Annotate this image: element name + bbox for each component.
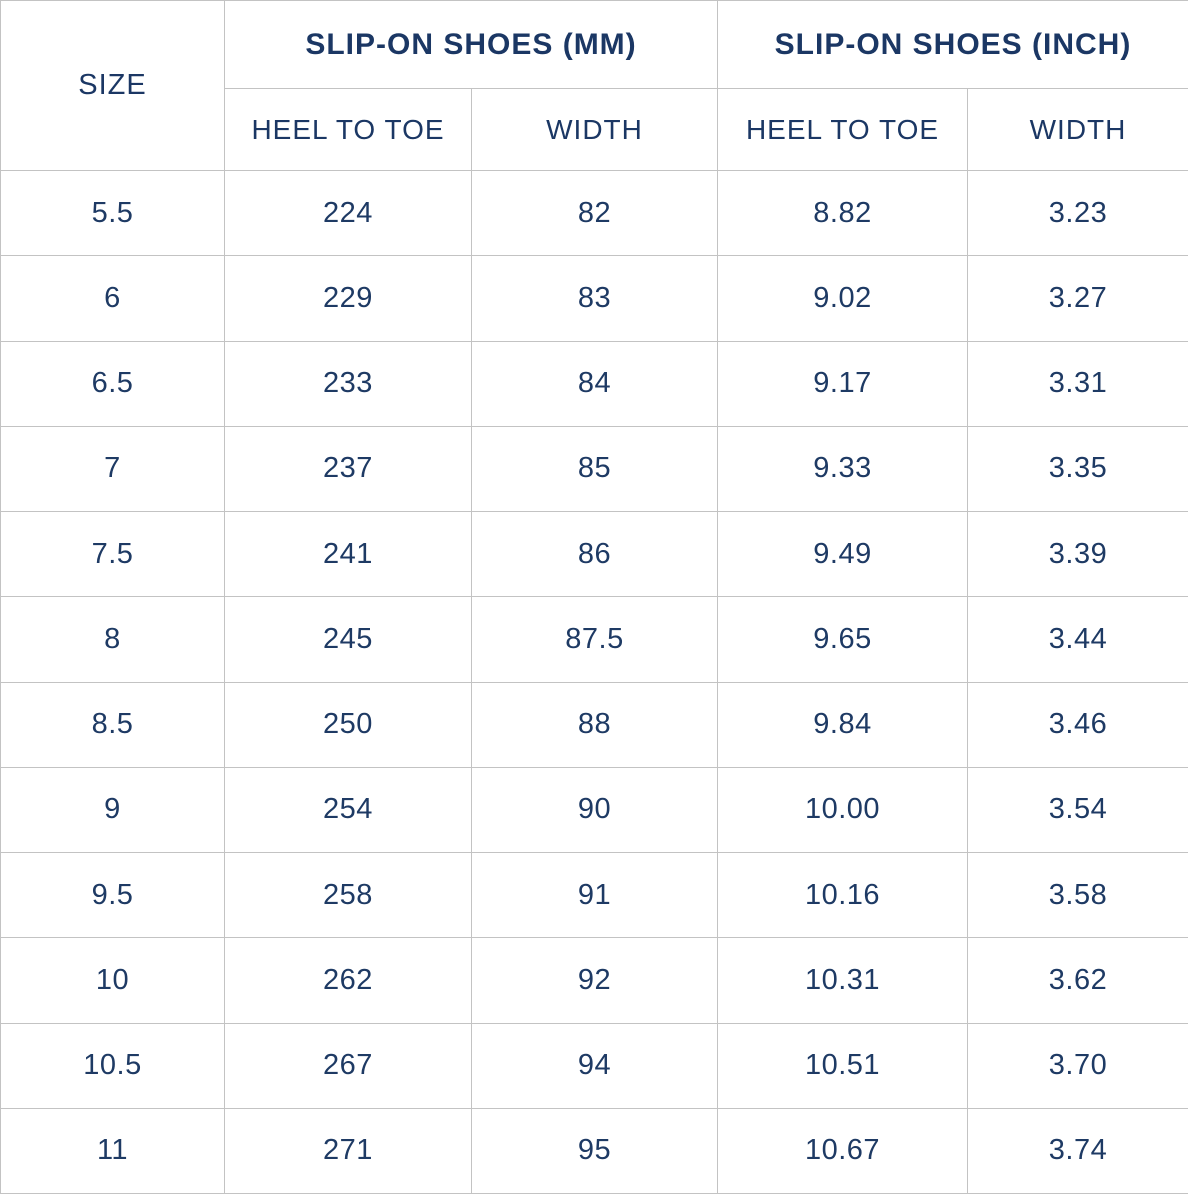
- inch-width-cell: 3.23: [968, 171, 1188, 256]
- size-cell: 5.5: [1, 171, 225, 256]
- group-header-row: SIZE SLIP-ON SHOES (MM) SLIP-ON SHOES (I…: [1, 1, 1188, 89]
- inch-width-cell: 3.35: [968, 426, 1188, 511]
- inch-heel-to-toe-cell: 10.31: [718, 938, 968, 1023]
- mm-width-cell: 88: [472, 682, 718, 767]
- mm-width-cell: 94: [472, 1023, 718, 1108]
- size-cell: 10.5: [1, 1023, 225, 1108]
- mm-heel-to-toe-cell: 250: [225, 682, 472, 767]
- size-cell: 10: [1, 938, 225, 1023]
- mm-heel-to-toe-cell: 224: [225, 171, 472, 256]
- mm-width-header: WIDTH: [472, 89, 718, 171]
- size-cell: 9: [1, 767, 225, 852]
- size-cell: 6: [1, 256, 225, 341]
- mm-heel-to-toe-cell: 254: [225, 767, 472, 852]
- mm-width-cell: 91: [472, 853, 718, 938]
- mm-heel-to-toe-header: HEEL TO TOE: [225, 89, 472, 171]
- size-cell: 8.5: [1, 682, 225, 767]
- inch-heel-to-toe-cell: 10.16: [718, 853, 968, 938]
- mm-heel-to-toe-cell: 237: [225, 426, 472, 511]
- mm-width-cell: 95: [472, 1108, 718, 1193]
- inch-width-cell: 3.70: [968, 1023, 1188, 1108]
- size-cell: 8: [1, 597, 225, 682]
- inch-heel-to-toe-cell: 8.82: [718, 171, 968, 256]
- mm-heel-to-toe-cell: 267: [225, 1023, 472, 1108]
- mm-heel-to-toe-cell: 233: [225, 341, 472, 426]
- inch-heel-to-toe-cell: 9.17: [718, 341, 968, 426]
- mm-width-cell: 85: [472, 426, 718, 511]
- inch-heel-to-toe-cell: 9.84: [718, 682, 968, 767]
- inch-width-cell: 3.27: [968, 256, 1188, 341]
- inch-width-cell: 3.31: [968, 341, 1188, 426]
- inch-width-cell: 3.39: [968, 512, 1188, 597]
- mm-heel-to-toe-cell: 262: [225, 938, 472, 1023]
- inch-heel-to-toe-cell: 9.33: [718, 426, 968, 511]
- inch-heel-to-toe-cell: 9.65: [718, 597, 968, 682]
- mm-heel-to-toe-cell: 245: [225, 597, 472, 682]
- inch-heel-to-toe-cell: 10.67: [718, 1108, 968, 1193]
- size-cell: 9.5: [1, 853, 225, 938]
- mm-width-cell: 83: [472, 256, 718, 341]
- inch-width-cell: 3.74: [968, 1108, 1188, 1193]
- mm-width-cell: 86: [472, 512, 718, 597]
- mm-group-header: SLIP-ON SHOES (MM): [225, 1, 718, 89]
- mm-heel-to-toe-cell: 229: [225, 256, 472, 341]
- inch-width-cell: 3.54: [968, 767, 1188, 852]
- mm-heel-to-toe-cell: 258: [225, 853, 472, 938]
- inch-heel-to-toe-header: HEEL TO TOE: [718, 89, 968, 171]
- inch-heel-to-toe-cell: 10.51: [718, 1023, 968, 1108]
- inch-heel-to-toe-cell: 9.02: [718, 256, 968, 341]
- mm-heel-to-toe-cell: 271: [225, 1108, 472, 1193]
- mm-width-cell: 87.5: [472, 597, 718, 682]
- mm-width-cell: 84: [472, 341, 718, 426]
- inch-width-cell: 3.44: [968, 597, 1188, 682]
- inch-width-cell: 3.62: [968, 938, 1188, 1023]
- size-cell: 11: [1, 1108, 225, 1193]
- inch-heel-to-toe-cell: 9.49: [718, 512, 968, 597]
- mm-width-cell: 82: [472, 171, 718, 256]
- inch-width-cell: 3.58: [968, 853, 1188, 938]
- size-cell: 7: [1, 426, 225, 511]
- mm-width-cell: 90: [472, 767, 718, 852]
- size-cell: 6.5: [1, 341, 225, 426]
- mm-heel-to-toe-cell: 241: [225, 512, 472, 597]
- size-cell: 7.5: [1, 512, 225, 597]
- inch-group-header: SLIP-ON SHOES (INCH): [718, 1, 1188, 89]
- inch-width-cell: 3.46: [968, 682, 1188, 767]
- mm-width-cell: 92: [472, 938, 718, 1023]
- size-column-header: SIZE: [1, 1, 225, 171]
- inch-width-header: WIDTH: [968, 89, 1188, 171]
- inch-heel-to-toe-cell: 10.00: [718, 767, 968, 852]
